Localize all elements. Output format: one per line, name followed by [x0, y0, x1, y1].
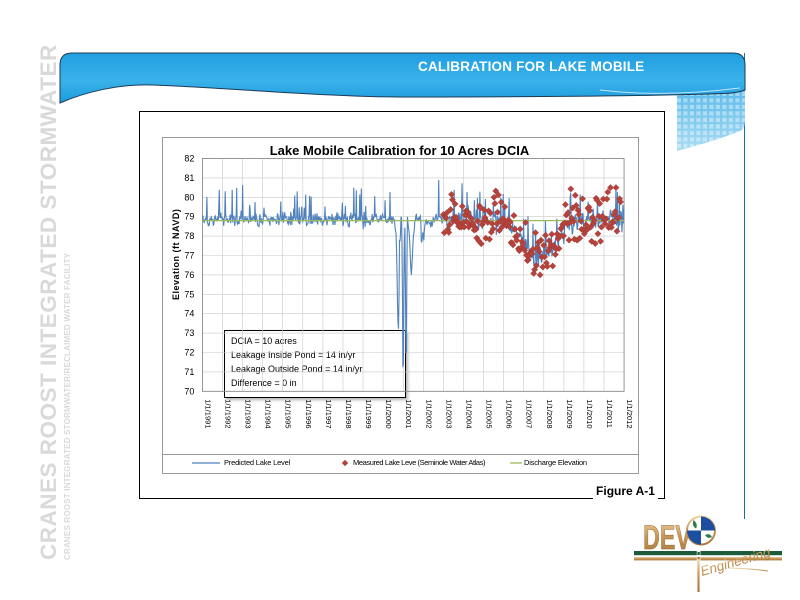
- svg-text:82: 82: [184, 154, 194, 164]
- svg-text:1/1/2007: 1/1/2007: [525, 399, 534, 428]
- svg-text:1/1/1994: 1/1/1994: [264, 399, 273, 428]
- svg-text:1/1/2001: 1/1/2001: [404, 399, 413, 428]
- svg-text:1/1/1996: 1/1/1996: [304, 399, 313, 428]
- svg-text:1/1/2009: 1/1/2009: [565, 399, 574, 428]
- svg-text:1/1/1993: 1/1/1993: [244, 399, 253, 428]
- svg-text:70: 70: [184, 386, 194, 396]
- svg-text:75: 75: [184, 289, 194, 299]
- svg-text:1/1/1997: 1/1/1997: [324, 399, 333, 428]
- svg-text:1/1/2011: 1/1/2011: [605, 399, 614, 428]
- svg-text:81: 81: [184, 173, 194, 183]
- svg-text:1/1/2003: 1/1/2003: [444, 399, 453, 428]
- svg-text:1/1/2006: 1/1/2006: [505, 399, 514, 428]
- svg-text:78: 78: [184, 231, 194, 241]
- svg-text:1/1/1998: 1/1/1998: [344, 399, 353, 428]
- svg-text:74: 74: [184, 309, 194, 319]
- svg-text:1/1/2010: 1/1/2010: [585, 399, 594, 428]
- svg-text:1/1/2008: 1/1/2008: [545, 399, 554, 428]
- svg-text:1/1/1995: 1/1/1995: [284, 399, 293, 428]
- svg-text:1/1/2005: 1/1/2005: [485, 399, 494, 428]
- svg-text:1/1/1991: 1/1/1991: [203, 399, 212, 428]
- svg-text:76: 76: [184, 270, 194, 280]
- svg-text:1/1/2012: 1/1/2012: [625, 399, 634, 428]
- svg-text:79: 79: [184, 212, 194, 222]
- svg-text:1/1/2000: 1/1/2000: [384, 399, 393, 428]
- svg-text:1/1/1999: 1/1/1999: [364, 399, 373, 428]
- svg-text:80: 80: [184, 192, 194, 202]
- svg-text:1/1/2002: 1/1/2002: [424, 399, 433, 428]
- svg-text:71: 71: [184, 367, 194, 377]
- svg-text:72: 72: [184, 348, 194, 358]
- svg-text:73: 73: [184, 328, 194, 338]
- svg-text:77: 77: [184, 251, 194, 261]
- svg-text:1/1/2004: 1/1/2004: [465, 399, 474, 428]
- svg-text:1/1/1992: 1/1/1992: [224, 399, 233, 428]
